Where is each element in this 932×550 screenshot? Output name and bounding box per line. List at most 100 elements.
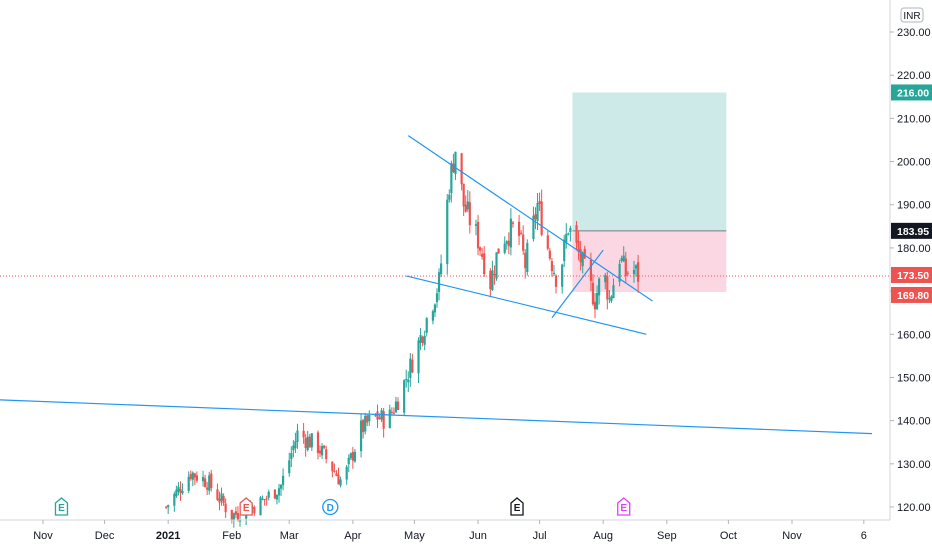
candle-body [579, 249, 582, 263]
candle-body [468, 202, 471, 226]
trendline-wedge-lower[interactable] [406, 275, 647, 335]
candle-body [423, 335, 426, 345]
event-label: E [620, 503, 627, 514]
event-marker[interactable]: E [239, 497, 253, 516]
candle-body [208, 475, 211, 491]
candle-body [201, 476, 205, 482]
price-label-bg [891, 222, 932, 239]
candle-body [554, 275, 558, 287]
earnings-icon [510, 497, 524, 516]
time-tick-label: Feb [222, 530, 241, 542]
candle-body [411, 359, 414, 373]
candle-body [281, 475, 285, 485]
candle-body [591, 282, 595, 305]
price-label-bg [891, 286, 932, 303]
candle-body [421, 336, 424, 344]
candle-body [474, 224, 478, 226]
candle-body [550, 261, 554, 272]
candle-body [306, 436, 309, 450]
time-tick-label: 6 [861, 530, 867, 542]
event-marker[interactable]: D [322, 498, 339, 516]
candle-body [495, 252, 498, 279]
candle-body [193, 473, 196, 478]
candle-body [577, 240, 580, 253]
candle-body [478, 247, 482, 251]
candle-body [548, 250, 551, 259]
time-tick-label: Aug [593, 530, 613, 542]
currency-badge[interactable]: INR [900, 7, 924, 23]
candle-body [382, 411, 385, 429]
target-zone[interactable] [572, 92, 727, 231]
price-label-text: 173.50 [897, 270, 929, 282]
candle-body [259, 497, 262, 516]
candle-body [405, 378, 408, 380]
candle-body [419, 335, 422, 343]
candle-body [238, 520, 242, 522]
candle-body [598, 278, 601, 296]
candle-body [376, 411, 379, 420]
time-tick-label: Nov [782, 530, 802, 542]
candle-body [279, 484, 283, 489]
event-marker[interactable]: E [54, 497, 69, 516]
candle-body [561, 264, 564, 287]
candle-body [253, 507, 256, 514]
candle-body [331, 461, 334, 472]
candle-body [220, 493, 223, 501]
candle-body [351, 451, 354, 461]
candle-body [511, 222, 515, 224]
candle-body [353, 451, 357, 462]
event-marker[interactable]: E [510, 497, 524, 516]
trendline-breakout-line[interactable] [551, 249, 604, 319]
candle-body [236, 513, 240, 520]
event-label: E [243, 503, 250, 514]
price-tick-label: 150.00 [897, 372, 931, 384]
trendline-long-support[interactable] [0, 399, 873, 435]
candle-body [509, 218, 512, 248]
candle-body [167, 505, 170, 508]
candle-body [378, 417, 381, 419]
price-label-entry: 183.95 [891, 222, 932, 239]
candle-body [206, 487, 209, 490]
candle-body [302, 430, 305, 438]
candle-body [626, 272, 629, 274]
candle-body [390, 411, 393, 413]
candle-body [636, 262, 640, 282]
candle-body [218, 498, 221, 503]
candle-body [581, 252, 584, 267]
event-marker[interactable]: E [617, 497, 631, 516]
price-label-target: 216.00 [891, 84, 932, 101]
candle-body [567, 233, 570, 235]
candle-body [489, 270, 492, 290]
candle-body [177, 486, 180, 492]
currency-label: INR [903, 11, 920, 22]
candle-body [224, 503, 227, 513]
price-tick-label: 210.00 [897, 113, 931, 125]
candle-body [267, 491, 270, 498]
candle-body [433, 304, 437, 313]
candle-body [359, 420, 363, 452]
candle-body [450, 163, 453, 194]
candle-body [417, 340, 420, 374]
candle-body [195, 475, 199, 481]
candle-body [624, 258, 627, 276]
time-tick-label: Jul [533, 530, 547, 542]
candle-body [407, 379, 410, 383]
time-tick-label: Sep [657, 530, 677, 542]
candle-body [460, 153, 463, 185]
candle-body [310, 433, 313, 448]
candle-body [583, 248, 586, 259]
candle-body [466, 201, 469, 210]
trendline-wedge-upper[interactable] [407, 135, 653, 302]
candle-body [396, 401, 400, 410]
candle-body [290, 453, 293, 460]
candle-body [612, 285, 615, 299]
candle-body [540, 201, 543, 235]
event-label: D [327, 503, 334, 514]
candle-body [277, 488, 281, 496]
candle-body [589, 259, 592, 281]
candle-body [505, 241, 508, 244]
stop-zone[interactable] [572, 230, 727, 292]
candle-body [610, 296, 613, 302]
